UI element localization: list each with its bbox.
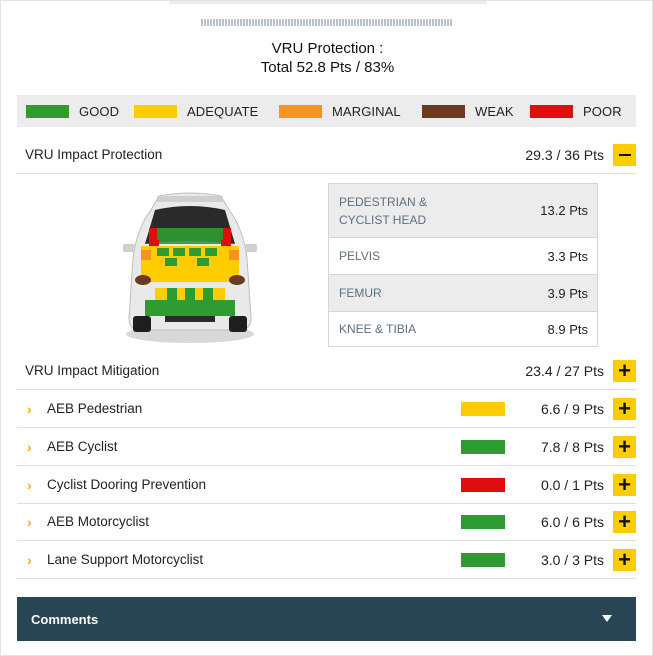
chevron-right-icon: ›: [27, 476, 32, 493]
section-title: VRU Protection : Total 52.8 Pts / 83%: [1, 39, 653, 77]
impact-protection-score: 29.3 / 36 Pts: [525, 146, 604, 163]
detail-value: 13.2 Pts: [540, 203, 588, 218]
legend-swatch: [26, 104, 69, 118]
detail-value: 3.9 Pts: [547, 285, 588, 301]
comments-label: Comments: [31, 611, 99, 627]
plus-icon[interactable]: +: [613, 510, 636, 533]
chevron-right-icon: ›: [27, 551, 32, 568]
mitigation-item-lane-support-motorcyclist[interactable]: › Lane Support Motorcyclist 3.0 / 3 Pts …: [17, 541, 636, 579]
detail-value: 8.9 Pts: [547, 321, 588, 337]
impact-mitigation-row[interactable]: VRU Impact Mitigation 23.4 / 27 Pts +: [17, 352, 636, 390]
detail-label: KNEE & TIBIA: [339, 322, 417, 336]
detail-row-pelvis: PELVIS 3.3 Pts: [329, 238, 597, 275]
car-impact-image: [111, 188, 269, 348]
item-label: Cyclist Dooring Prevention: [47, 477, 207, 492]
item-label: Lane Support Motorcyclist: [47, 552, 204, 567]
item-score: 0.0 / 1 Pts: [540, 476, 604, 493]
impact-protection-row[interactable]: VRU Impact Protection 29.3 / 36 Pts: [17, 136, 636, 174]
legend-item-poor: POOR: [530, 95, 622, 127]
title-line-1: VRU Protection :: [271, 40, 384, 57]
item-label: AEB Motorcyclist: [47, 514, 150, 529]
legend-label: GOOD: [79, 103, 120, 119]
minus-icon[interactable]: [613, 143, 636, 166]
plus-icon[interactable]: +: [613, 473, 636, 496]
impact-protection-label: VRU Impact Protection: [25, 147, 163, 162]
mitigation-item-cyclist-dooring[interactable]: › Cyclist Dooring Prevention 0.0 / 1 Pts…: [17, 466, 636, 504]
rating-bar: [461, 439, 505, 454]
comments-toggle[interactable]: Comments: [17, 597, 636, 641]
top-notch: [169, 1, 487, 4]
rating-bar: [461, 477, 505, 492]
item-score: 6.6 / 9 Pts: [540, 400, 604, 417]
detail-label: FEMUR: [339, 286, 382, 300]
item-label: AEB Pedestrian: [47, 401, 143, 416]
mitigation-item-aeb-cyclist[interactable]: › AEB Cyclist 7.8 / 8 Pts +: [17, 428, 636, 466]
impact-details-table: PEDESTRIAN & CYCLIST HEAD 13.2 Pts PELVI…: [328, 183, 598, 347]
detail-row-head: PEDESTRIAN & CYCLIST HEAD 13.2 Pts: [329, 184, 597, 238]
chevron-right-icon: ›: [27, 513, 32, 530]
chevron-right-icon: ›: [27, 438, 32, 455]
legend-label: WEAK: [475, 103, 514, 119]
plus-icon[interactable]: +: [613, 359, 636, 382]
rating-bar: [461, 514, 505, 529]
detail-label: PEDESTRIAN & CYCLIST HEAD: [339, 194, 428, 227]
impact-mitigation-score: 23.4 / 27 Pts: [525, 362, 604, 379]
plus-icon[interactable]: +: [613, 435, 636, 458]
legend-label: MARGINAL: [332, 103, 401, 119]
caret-down-icon[interactable]: [602, 615, 612, 622]
detail-row-femur: FEMUR 3.9 Pts: [329, 275, 597, 312]
rating-bar: [461, 401, 505, 416]
legend-item-adequate: ADEQUATE: [134, 95, 258, 127]
mitigation-item-aeb-motorcyclist[interactable]: › AEB Motorcyclist 6.0 / 6 Pts +: [17, 503, 636, 541]
chevron-right-icon: ›: [27, 400, 32, 417]
detail-label: PELVIS: [339, 249, 381, 263]
item-label: AEB Cyclist: [47, 439, 118, 454]
legend-item-weak: WEAK: [422, 95, 514, 127]
legend-label: ADEQUATE: [187, 103, 259, 119]
item-score: 3.0 / 3 Pts: [540, 551, 604, 568]
mitigation-item-aeb-pedestrian[interactable]: › AEB Pedestrian 6.6 / 9 Pts +: [17, 390, 636, 428]
legend-label: POOR: [583, 103, 622, 119]
detail-value: 3.3 Pts: [547, 248, 588, 264]
rating-legend: GOOD ADEQUATE MARGINAL WEAK POOR: [17, 95, 636, 127]
plus-icon[interactable]: +: [613, 548, 636, 571]
drag-handle[interactable]: [201, 19, 453, 26]
legend-swatch: [530, 104, 573, 118]
legend-swatch: [279, 104, 322, 118]
rating-bar: [461, 552, 505, 567]
legend-swatch: [422, 104, 465, 118]
plus-icon[interactable]: +: [613, 397, 636, 420]
impact-mitigation-label: VRU Impact Mitigation: [25, 363, 160, 378]
item-score: 7.8 / 8 Pts: [540, 438, 604, 455]
legend-swatch: [134, 104, 177, 118]
legend-item-good: GOOD: [26, 95, 119, 127]
title-line-2: Total 52.8 Pts / 83%: [260, 59, 395, 76]
detail-row-knee-tibia: KNEE & TIBIA 8.9 Pts: [329, 312, 597, 346]
item-score: 6.0 / 6 Pts: [540, 513, 604, 530]
legend-item-marginal: MARGINAL: [279, 95, 401, 127]
